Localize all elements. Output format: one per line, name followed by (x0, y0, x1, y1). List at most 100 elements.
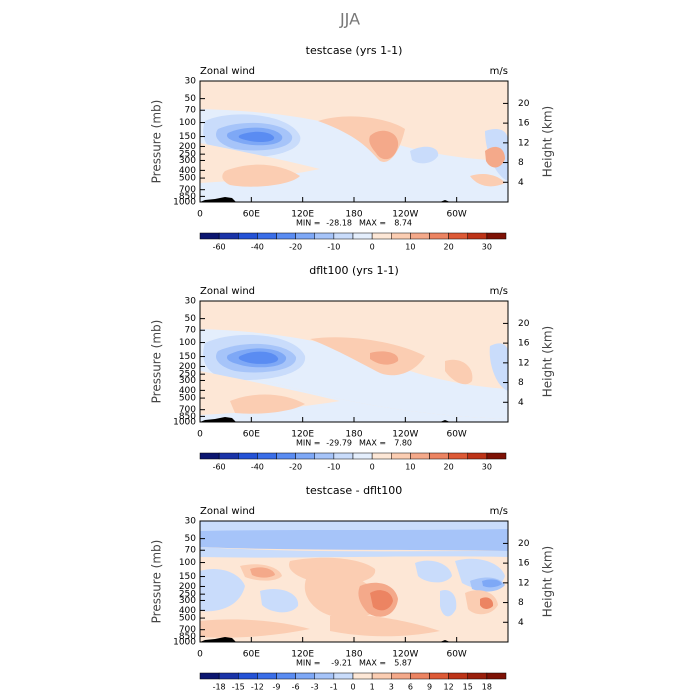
colorbar-box (314, 672, 335, 680)
contour-fill (370, 590, 393, 611)
colorbar-label: -40 (251, 243, 264, 252)
y-tick-label: 70 (185, 326, 197, 336)
y-tick-label: 300 (179, 156, 196, 166)
y-tick-label: 700 (179, 405, 196, 415)
max-value: 5.87 (394, 659, 412, 668)
colorbar-box (371, 672, 392, 680)
colorbar-label: -18 (213, 683, 226, 692)
colorbar-box (429, 452, 449, 460)
y2-tick-label: 20 (518, 539, 530, 549)
colorbar-label: -20 (289, 463, 302, 472)
contour-fill (250, 567, 275, 578)
right-label: m/s (490, 66, 508, 77)
panel-title: testcase (yrs 1-1) (306, 44, 403, 57)
x-tick-label: 180 (345, 210, 362, 220)
colorbar-label: 10 (405, 243, 415, 252)
colorbar-label: -10 (327, 243, 340, 252)
x-tick-label: 60E (243, 430, 260, 440)
x-tick-label: 120W (392, 210, 418, 220)
colorbar-label: 3 (389, 683, 394, 692)
y-tick-label: 1000 (173, 418, 196, 428)
y-tick-label: 850 (179, 412, 196, 422)
colorbar-box (238, 452, 258, 460)
y2-tick-label: 8 (518, 158, 524, 168)
x-tick-label: 60W (446, 430, 466, 440)
colorbar-box (314, 232, 335, 240)
colorbar-label: 0 (370, 243, 375, 252)
colorbar-box (257, 672, 277, 680)
x-tick-label: 60E (243, 650, 260, 660)
x-tick-label: 60W (446, 210, 466, 220)
colorbar-label: 0 (350, 683, 355, 692)
x-tick-label: 120E (291, 650, 314, 660)
colorbar-label: 30 (482, 463, 492, 472)
y2-tick-label: 8 (518, 598, 524, 608)
x-tick-label: 60E (243, 210, 260, 220)
colorbar-label: 12 (444, 683, 454, 692)
colorbar-box (218, 452, 239, 460)
y-tick-label: 250 (179, 150, 196, 160)
colorbar-box (257, 452, 277, 460)
y-tick-label: 70 (185, 106, 197, 116)
figure-title: JJA (339, 10, 360, 29)
field (200, 301, 508, 422)
min-value: -9.21 (331, 659, 352, 668)
colorbar-box (276, 672, 296, 680)
colorbar-box (199, 232, 220, 240)
contour-fill (200, 568, 245, 612)
colorbar-label: 30 (482, 243, 492, 252)
field (200, 521, 508, 642)
y-tick-label: 500 (179, 394, 196, 404)
colorbar-label: -15 (232, 683, 245, 692)
contour-fill (370, 351, 399, 365)
y-tick-label: 850 (179, 192, 196, 202)
colorbar-label: 20 (444, 463, 454, 472)
y-tick-label: 1000 (173, 638, 196, 648)
left-label: Zonal wind (200, 66, 255, 77)
y-tick-label: 30 (185, 77, 197, 87)
y-tick-label: 30 (185, 517, 197, 527)
x-tick-label: 0 (197, 430, 203, 440)
colorbar-label: -1 (330, 683, 338, 692)
y-axis-label: Pressure (mb) (150, 100, 164, 184)
y-tick-label: 100 (179, 338, 196, 348)
y-tick-label: 50 (185, 94, 197, 104)
contour-fill (489, 343, 508, 391)
y2-tick-label: 20 (518, 319, 530, 329)
colorbar-box (486, 672, 507, 680)
y-tick-label: 700 (179, 625, 196, 635)
y2-tick-label: 12 (518, 358, 529, 368)
right-label: m/s (490, 506, 508, 517)
y-tick-label: 70 (185, 546, 197, 556)
y2-tick-label: 12 (518, 578, 529, 588)
colorbar-box (467, 672, 488, 680)
y2-tick-label: 16 (518, 119, 530, 129)
contour-fill (222, 164, 300, 187)
y-tick-label: 150 (179, 132, 196, 142)
contour-fill (485, 146, 505, 168)
colorbar-label: 0 (370, 463, 375, 472)
colorbar-box (218, 232, 239, 240)
y2-tick-label: 20 (518, 99, 530, 109)
colorbar-box (391, 452, 411, 460)
y-tick-label: 200 (179, 142, 196, 152)
colorbar-box (295, 672, 315, 680)
max-label: MAX = (359, 659, 386, 668)
x-tick-label: 60W (446, 650, 466, 660)
colorbar-box (295, 452, 315, 460)
y-axis-label: Pressure (mb) (150, 540, 164, 624)
max-label: MAX = (359, 219, 386, 228)
colorbar-box (448, 452, 468, 460)
x-tick-label: 120W (392, 650, 418, 660)
colorbar-box (238, 232, 258, 240)
colorbar-label: -20 (289, 243, 302, 252)
colorbar-label: -9 (273, 683, 281, 692)
colorbar-box (333, 452, 354, 460)
colorbar-box (391, 232, 411, 240)
x-tick-label: 120E (291, 430, 314, 440)
colorbar-box (467, 452, 488, 460)
colorbar-box (333, 232, 354, 240)
y-tick-label: 50 (185, 314, 197, 324)
min-value: -28.18 (326, 219, 352, 228)
